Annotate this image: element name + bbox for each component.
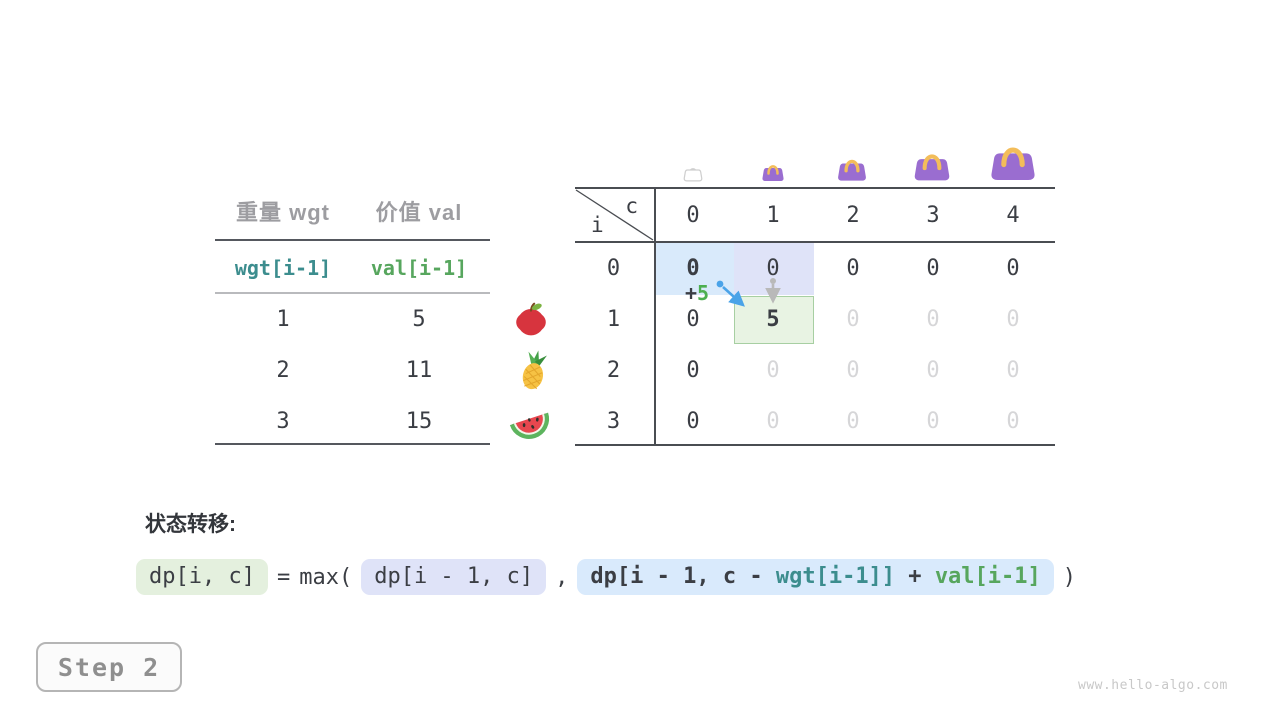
dp-cell-1-1: 5 <box>766 306 780 332</box>
dp-cell-2-3: 0 <box>926 357 940 383</box>
item-1-weight: 1 <box>276 306 290 332</box>
dp-rule-vertical <box>654 187 656 446</box>
step-button[interactable]: Step 2 <box>36 642 182 692</box>
transition-formula: dp[i, c] = max( dp[i - 1, c] , dp[i - 1,… <box>136 559 1076 595</box>
highlight-target-cell-green <box>734 296 814 344</box>
gray-arrow-origin-dot <box>770 278 776 284</box>
formula-lhs: dp[i, c] <box>136 559 268 595</box>
formula-take-wgt: wgt[i-1]] <box>775 564 896 589</box>
dp-corner-cell: c i <box>575 189 654 241</box>
dp-cell-1-2: 0 <box>846 306 860 332</box>
item-3-value: 15 <box>405 408 433 434</box>
dp-cell-0-1: 0 <box>766 255 780 281</box>
item-2-weight: 2 <box>276 357 290 383</box>
dp-rule-top <box>575 187 1055 189</box>
dp-rule-bottom <box>575 444 1055 446</box>
transition-add-label: +5 <box>685 281 710 305</box>
dp-col-header-0: 0 <box>686 202 700 228</box>
items-col-header-weight: 重量 wgt <box>236 200 330 225</box>
item-3-weight: 3 <box>276 408 290 434</box>
dp-cell-2-1: 0 <box>766 357 780 383</box>
dp-row-header-3: 3 <box>606 408 621 434</box>
dp-row-header-2: 2 <box>606 357 621 383</box>
formula-equals: = <box>276 564 291 590</box>
dp-cell-3-4: 0 <box>1006 408 1020 434</box>
dp-corner-row-var: i <box>591 213 604 237</box>
formula-take-prefix: dp[i - 1, c - <box>590 564 776 589</box>
blue-arrow-origin-dot <box>716 280 724 288</box>
items-col-header-value: 价值 val <box>375 200 463 225</box>
bag-icon-capacity-4 <box>991 147 1035 180</box>
dp-cell-2-2: 0 <box>846 357 860 383</box>
dp-col-header-1: 1 <box>766 202 780 228</box>
item-2-value: 11 <box>405 357 433 383</box>
dp-cell-0-0: 0 <box>686 255 700 281</box>
bag-icon-capacity-2 <box>838 159 866 181</box>
watermelon-icon <box>509 412 550 439</box>
transition-arrows <box>716 278 781 307</box>
items-var-wgt: wgt[i-1] <box>234 256 332 280</box>
dp-cell-3-2: 0 <box>846 408 860 434</box>
bag-icon-capacity-0 <box>683 168 703 182</box>
dp-rule-header <box>575 241 1055 243</box>
items-table-rule-bottom <box>215 443 490 445</box>
dp-cell-1-4: 0 <box>1006 306 1020 332</box>
dp-cell-1-0: 0 <box>686 306 700 332</box>
dp-cell-2-0: 0 <box>686 357 700 383</box>
dp-col-header-3: 3 <box>926 202 940 228</box>
items-table-rule-top <box>215 239 490 241</box>
dp-cell-2-4: 0 <box>1006 357 1020 383</box>
formula-take-val: val[i-1] <box>934 564 1041 589</box>
item-1-value: 5 <box>412 306 426 332</box>
dp-corner-col-var: c <box>625 194 638 218</box>
dp-cell-0-4: 0 <box>1006 255 1020 281</box>
formula-close-paren: ) <box>1062 564 1077 590</box>
formula-max-open: max( <box>299 564 353 590</box>
formula-take-plus: + <box>895 564 935 589</box>
dp-cell-3-3: 0 <box>926 408 940 434</box>
formula-comma: , <box>555 564 569 590</box>
dp-row-header-0: 0 <box>606 255 621 281</box>
corner-diagonal-line <box>575 189 654 241</box>
bag-icon-capacity-3 <box>914 154 950 181</box>
bag-icon-capacity-1 <box>762 165 784 181</box>
items-var-val: val[i-1] <box>370 256 468 280</box>
blue-transition-arrow <box>722 286 745 307</box>
dp-cell-0-2: 0 <box>846 255 860 281</box>
items-table-rule-mid <box>215 292 490 294</box>
transition-heading: 状态转移: <box>145 513 236 536</box>
dp-col-header-4: 4 <box>1006 202 1020 228</box>
formula-option-take: dp[i - 1, c - wgt[i-1]] + val[i-1] <box>577 559 1054 595</box>
dp-cell-1-3: 0 <box>926 306 940 332</box>
watermark: www.hello-algo.com <box>1078 678 1228 693</box>
dp-cell-0-3: 0 <box>926 255 940 281</box>
pineapple-icon <box>522 350 547 390</box>
formula-option-keep: dp[i - 1, c] <box>361 559 547 595</box>
dp-col-header-2: 2 <box>846 202 860 228</box>
apple-icon <box>516 302 546 336</box>
dp-cell-3-1: 0 <box>766 408 780 434</box>
dp-cell-3-0: 0 <box>686 408 700 434</box>
dp-row-header-1: 1 <box>606 306 621 332</box>
